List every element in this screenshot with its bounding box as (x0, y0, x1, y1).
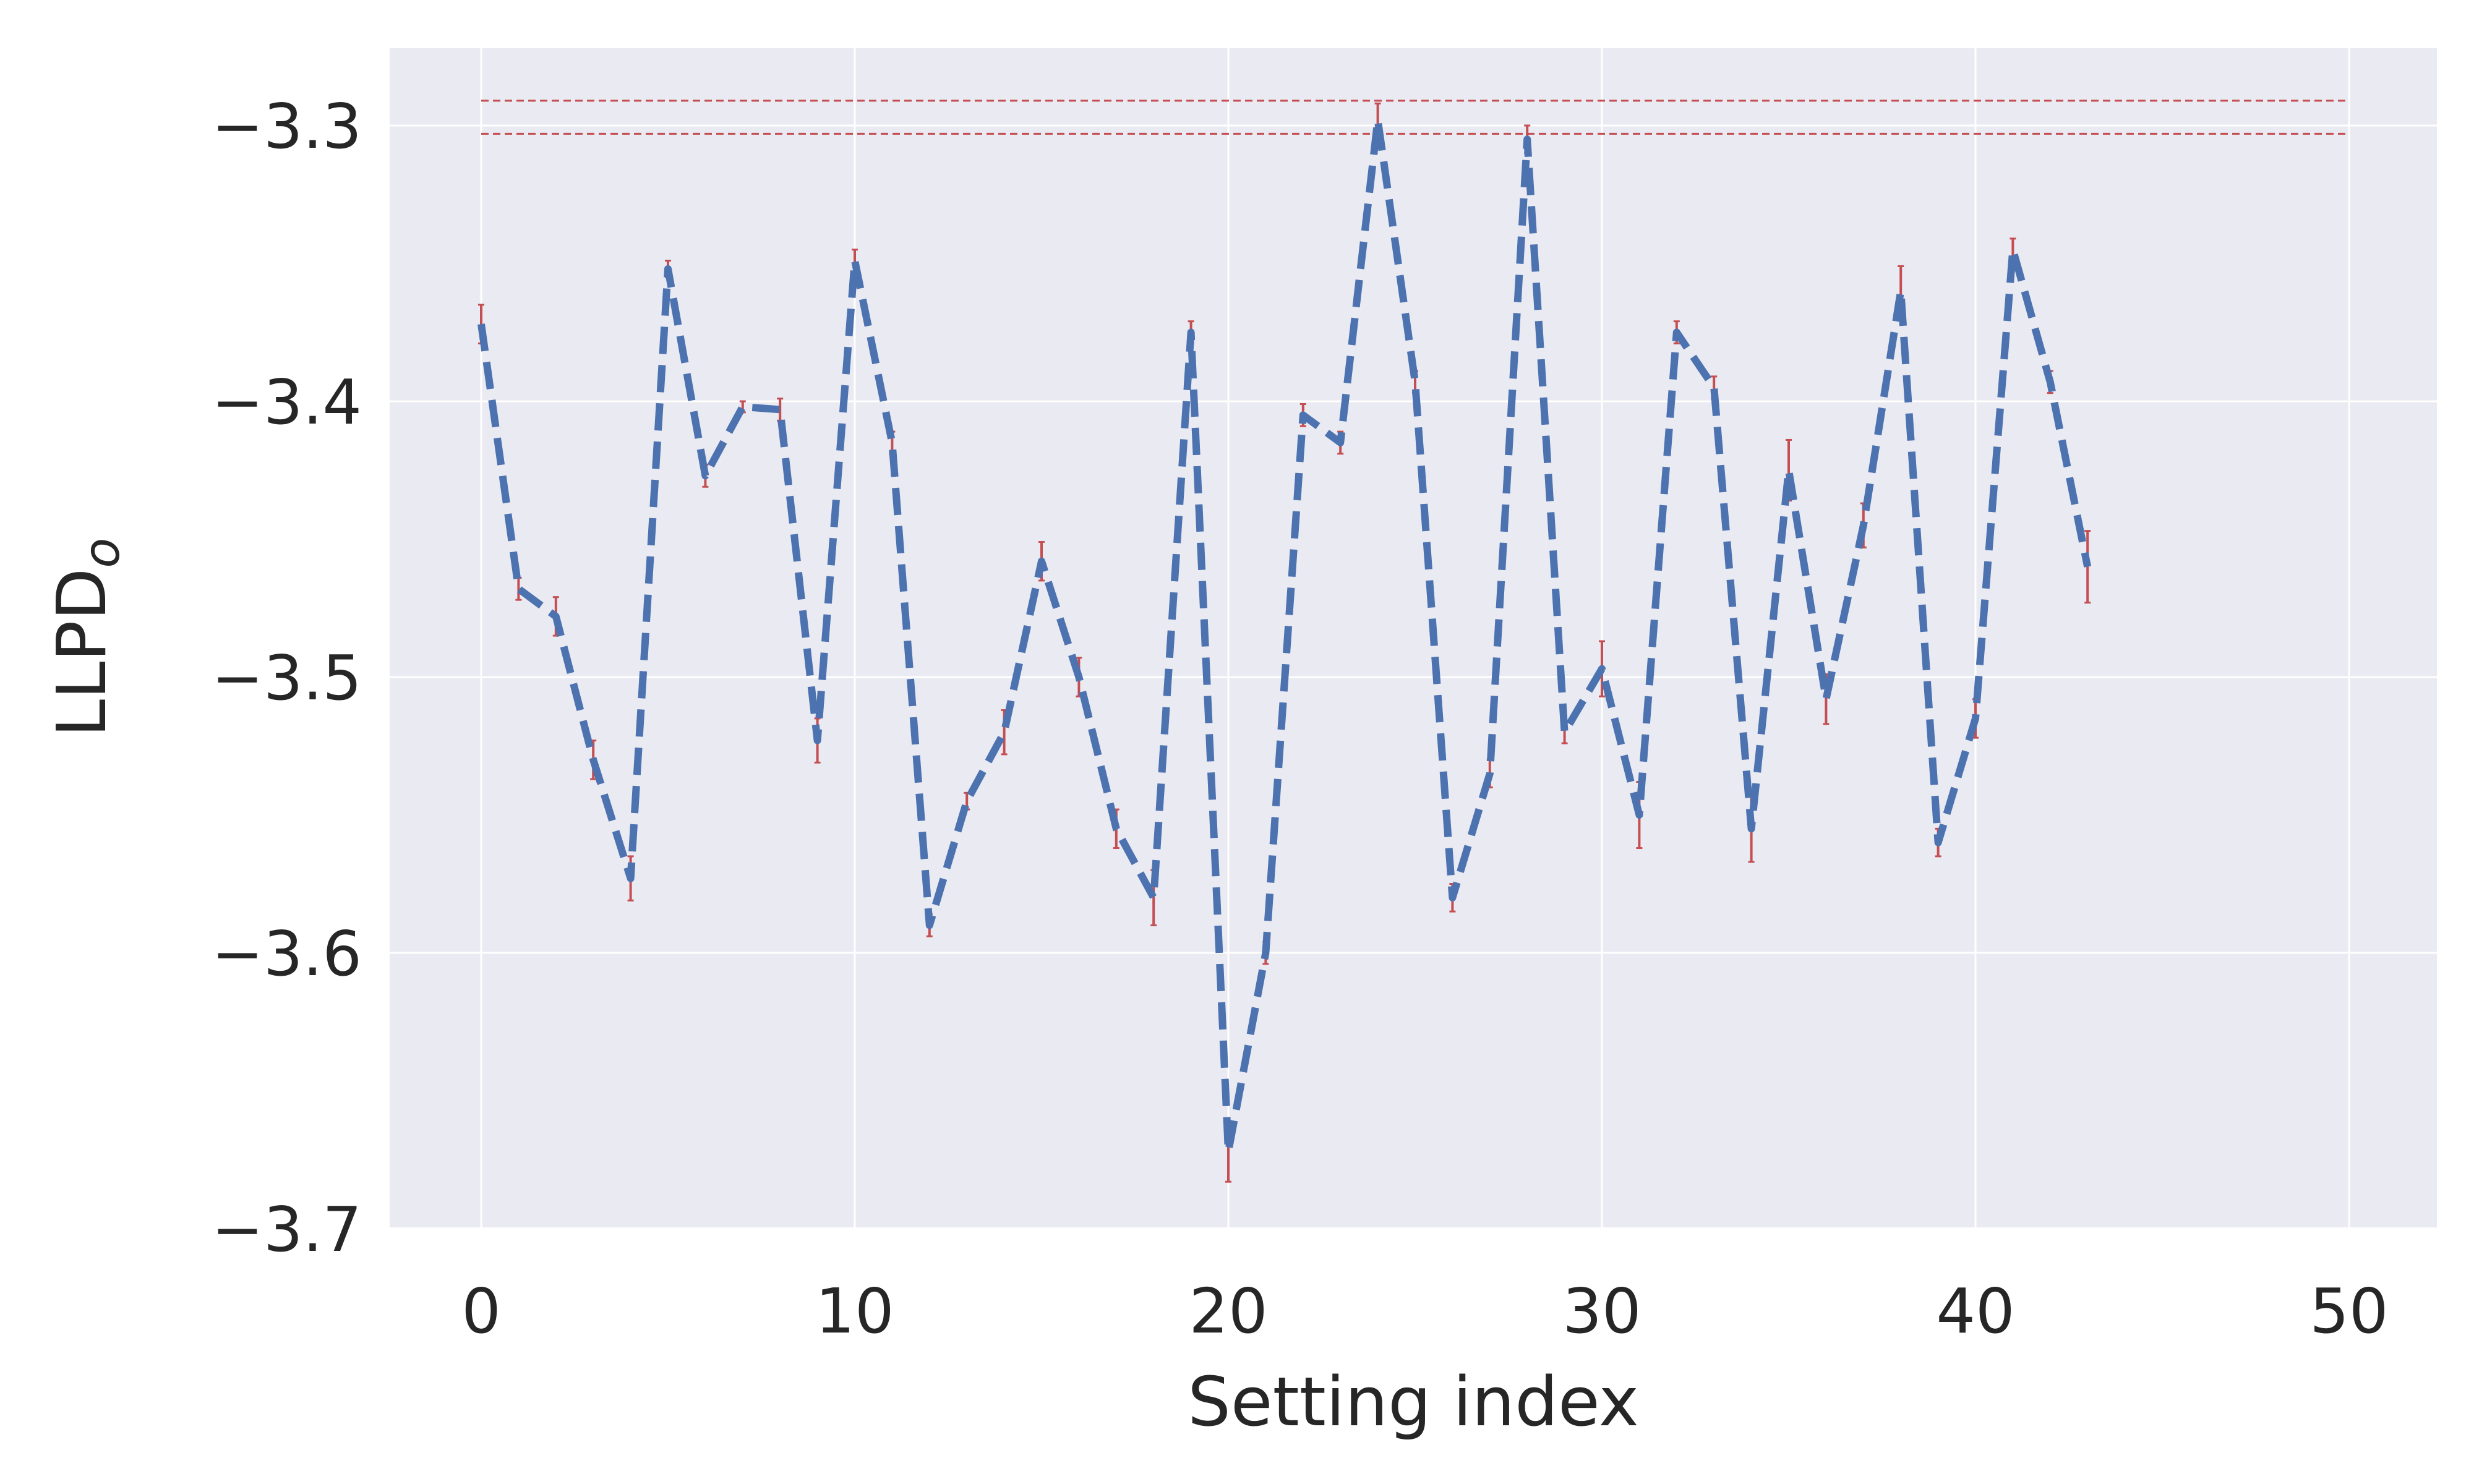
series-line (477, 116, 2092, 1156)
data-point (1452, 897, 1453, 898)
data-point (1564, 731, 1565, 733)
x-tick-label: 0 (461, 1275, 501, 1347)
data-point (1601, 668, 1603, 670)
data-point (817, 740, 818, 741)
series-group (477, 116, 2092, 1156)
data-point (779, 409, 781, 410)
x-tick-labels: 0 10 20 30 40 50 (461, 1275, 2388, 1347)
x-axis-title: Setting index (1188, 1362, 1639, 1441)
data-point (1676, 332, 1677, 333)
y-axis-title-main: LLPD (42, 568, 121, 738)
data-point (1863, 525, 1864, 526)
x-tick-label: 50 (2309, 1275, 2388, 1347)
data-point (704, 475, 706, 476)
data-point (1526, 139, 1528, 140)
data-point (1975, 718, 1976, 719)
data-point (1377, 119, 1379, 121)
x-tick-label: 40 (1936, 1275, 2014, 1347)
x-tick-label: 10 (815, 1275, 894, 1347)
data-point (630, 878, 631, 879)
data-point (1340, 442, 1341, 443)
y-tick-label: −3.4 (212, 366, 362, 438)
y-tick-label: −3.3 (212, 90, 362, 163)
data-point (2087, 566, 2088, 568)
y-axis-title: LLPDo (42, 538, 131, 738)
y-tick-label: −3.6 (212, 918, 362, 990)
y-tick-label: −3.5 (212, 642, 362, 714)
data-point (593, 759, 594, 761)
plot-background (390, 48, 2437, 1227)
data-point (1638, 814, 1640, 816)
data-point (667, 268, 669, 270)
x-tick-label: 20 (1189, 1275, 1267, 1347)
y-tick-labels: −3.3 −3.4 −3.5 −3.6 −3.7 (212, 90, 362, 1266)
data-point (1228, 1151, 1229, 1152)
data-point (481, 323, 482, 325)
y-axis-title-subscript: o (73, 538, 131, 568)
reference-lines (481, 100, 2349, 135)
y-tick-label: −3.7 (212, 1193, 362, 1266)
data-point (742, 406, 743, 407)
grid-lines (390, 48, 2437, 1230)
data-point (929, 924, 930, 926)
x-tick-label: 30 (1562, 1275, 1641, 1347)
